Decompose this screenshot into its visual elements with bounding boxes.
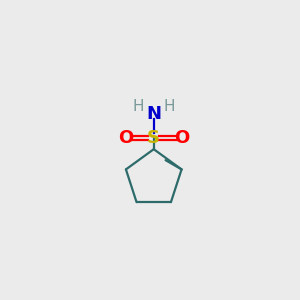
Text: N: N [146, 105, 161, 123]
Text: H: H [133, 99, 144, 114]
Text: O: O [118, 129, 133, 147]
Text: H: H [164, 99, 175, 114]
Text: O: O [175, 129, 190, 147]
Text: S: S [147, 129, 160, 147]
